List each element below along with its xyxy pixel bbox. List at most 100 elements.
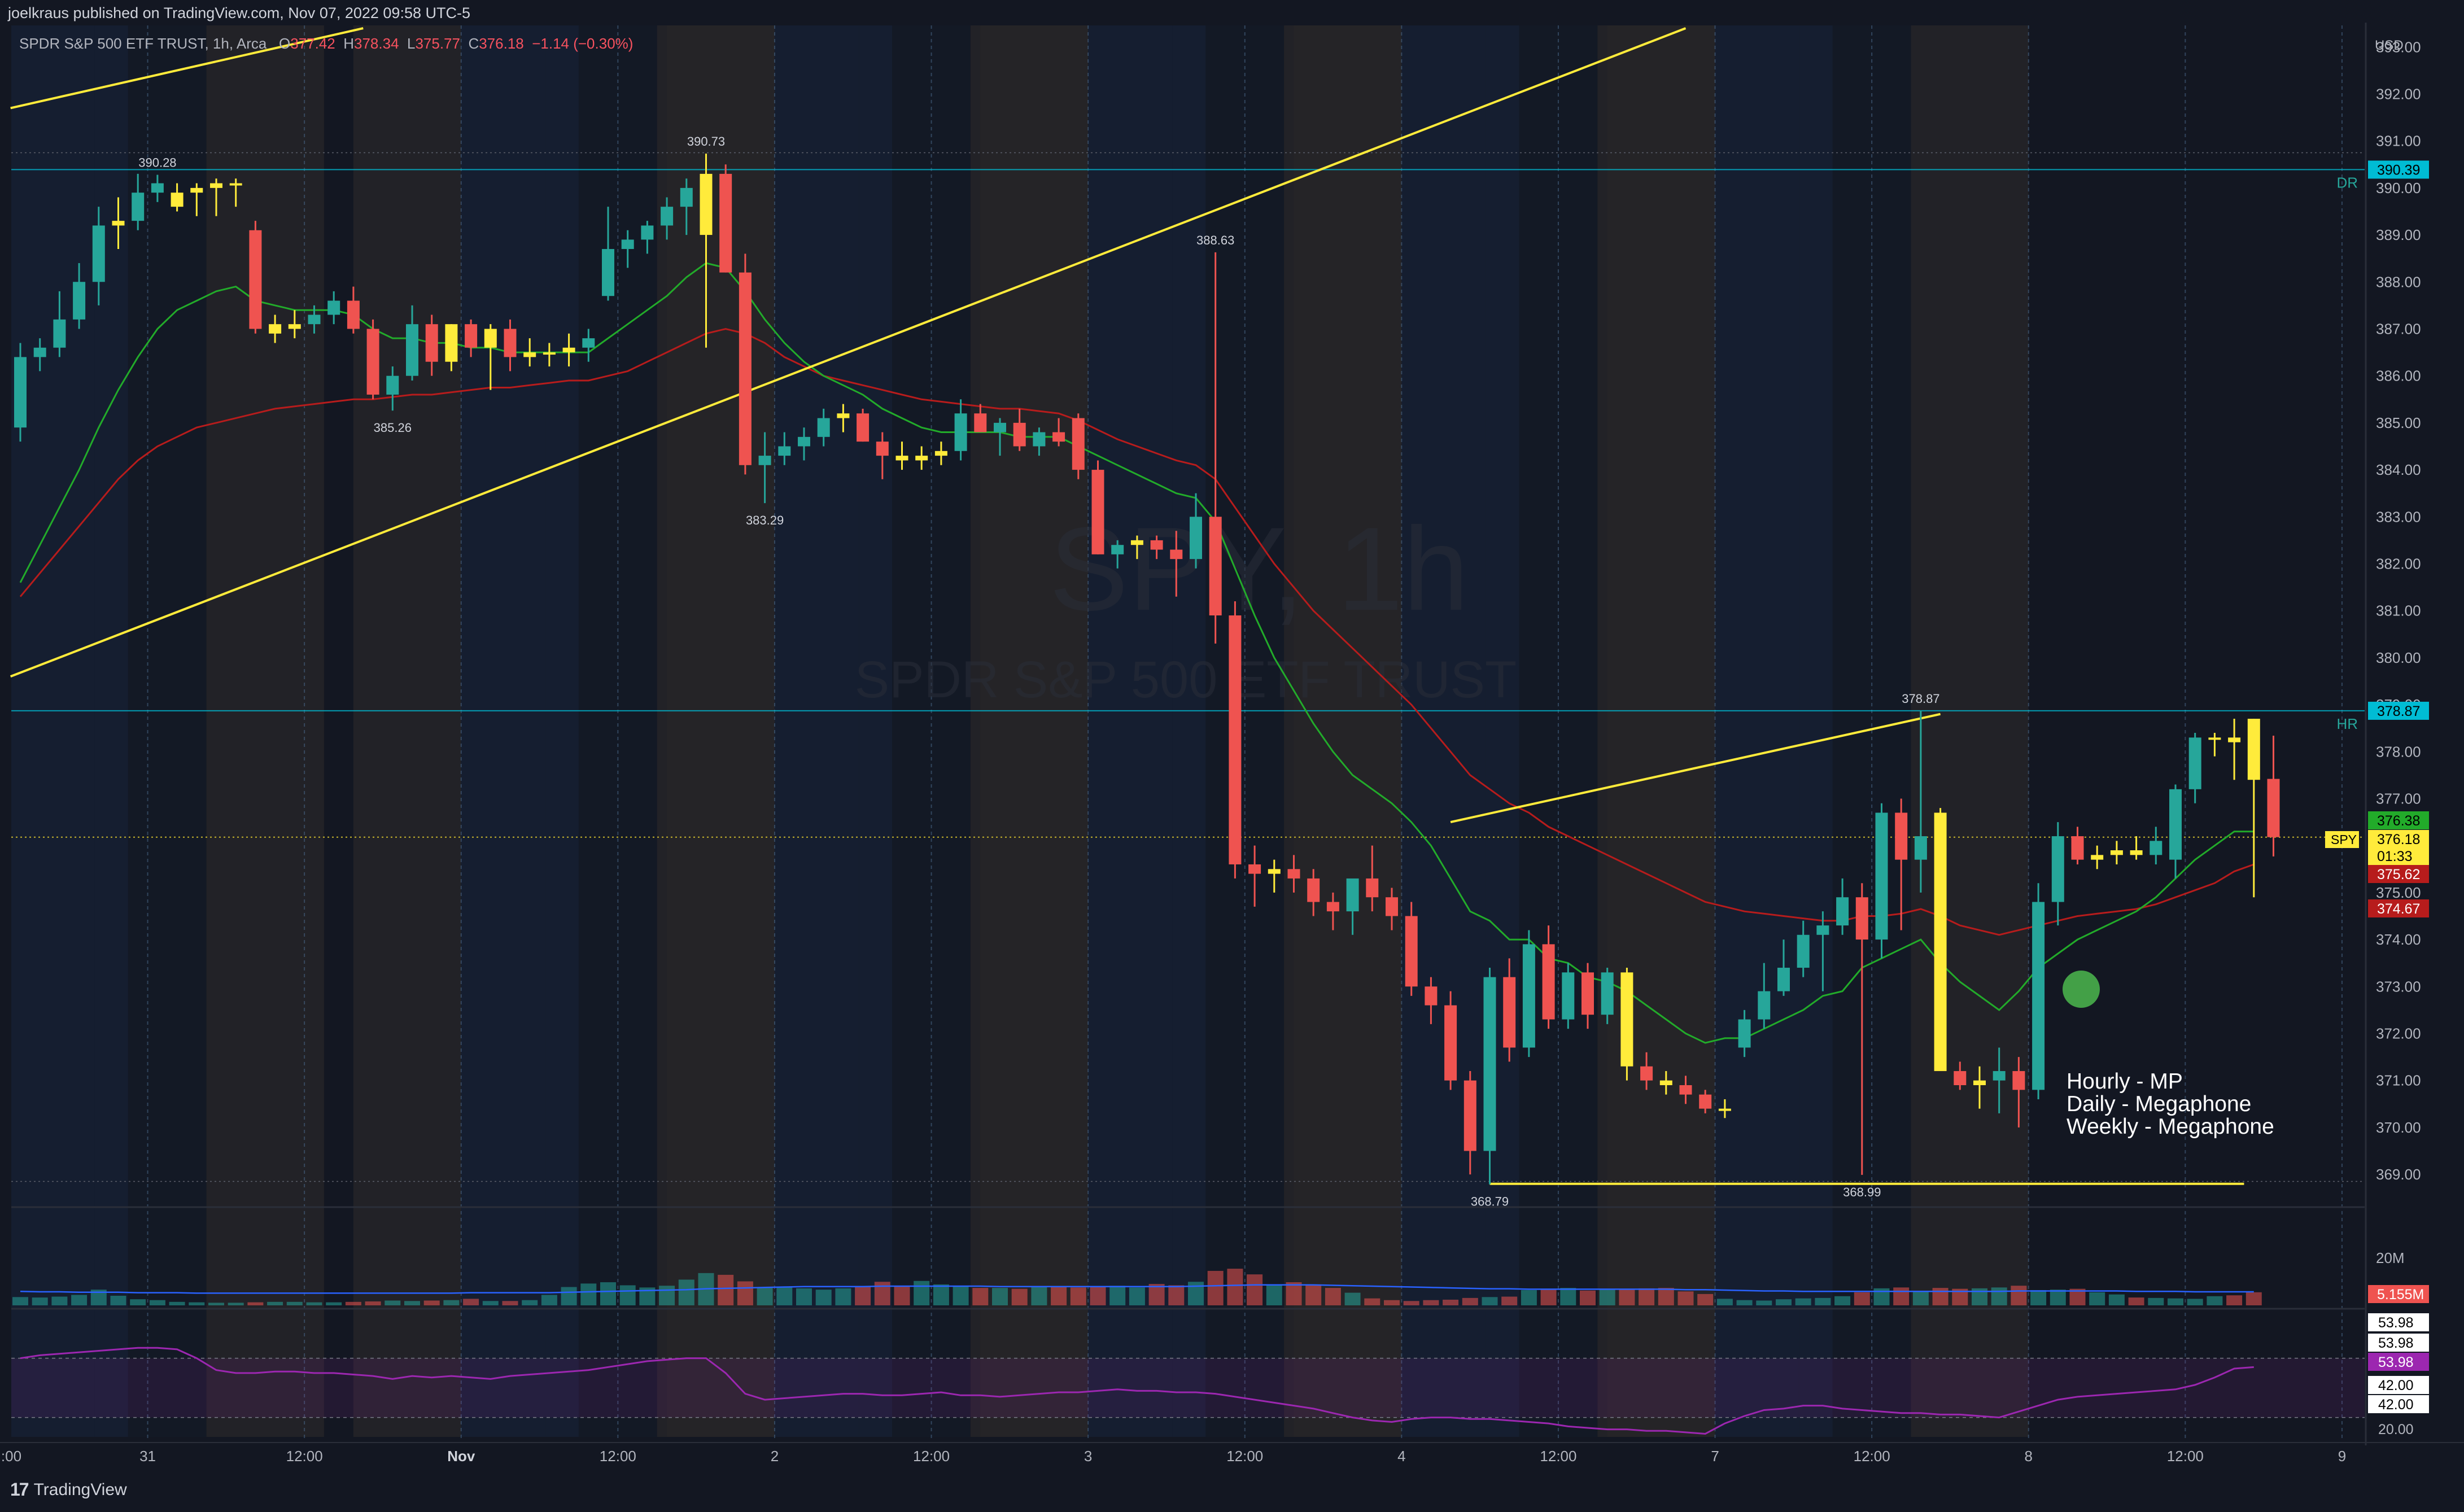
candle-41[interactable] bbox=[817, 408, 830, 447]
volume-bar-71[interactable] bbox=[1403, 1301, 1419, 1305]
volume-bar-86[interactable] bbox=[1697, 1293, 1714, 1305]
volume-bar-31[interactable] bbox=[619, 1285, 636, 1305]
candle-13[interactable] bbox=[269, 314, 282, 343]
volume-bar-63[interactable] bbox=[1247, 1274, 1263, 1305]
volume-bar-97[interactable] bbox=[1912, 1291, 1929, 1305]
trendline-2[interactable] bbox=[1450, 713, 1941, 824]
volume-bar-16[interactable] bbox=[326, 1302, 342, 1305]
volume-bar-28[interactable] bbox=[561, 1287, 577, 1305]
candle-14[interactable] bbox=[288, 310, 301, 339]
candle-58[interactable] bbox=[1150, 535, 1163, 560]
candle-42[interactable] bbox=[837, 404, 850, 432]
candle-29[interactable] bbox=[582, 329, 595, 362]
candle-88[interactable] bbox=[1738, 1010, 1751, 1057]
symbol-legend[interactable]: SPDR S&P 500 ETF TRUST, 1h, Arca O377.42… bbox=[19, 35, 633, 53]
volume-bar-50[interactable] bbox=[992, 1288, 1008, 1305]
candle-15[interactable] bbox=[308, 305, 321, 334]
candle-3[interactable] bbox=[73, 263, 86, 329]
volume-bar-47[interactable] bbox=[933, 1284, 949, 1305]
volume-bar-104[interactable] bbox=[2050, 1290, 2066, 1305]
volume-bar-49[interactable] bbox=[972, 1288, 989, 1305]
candle-100[interactable] bbox=[1973, 1066, 1986, 1109]
candle-48[interactable] bbox=[954, 399, 967, 461]
candle-19[interactable] bbox=[386, 366, 399, 411]
candle-63[interactable] bbox=[1248, 845, 1261, 907]
rsi-badge-4[interactable] bbox=[2368, 1395, 2429, 1413]
volume-bar-98[interactable] bbox=[1932, 1288, 1949, 1305]
volume-bar-44[interactable] bbox=[874, 1282, 890, 1305]
candle-84[interactable] bbox=[1659, 1071, 1672, 1095]
volume-bar-67[interactable] bbox=[1325, 1288, 1341, 1305]
volume-bar-91[interactable] bbox=[1795, 1298, 1811, 1305]
volume-bar-24[interactable] bbox=[482, 1301, 499, 1305]
candle-18[interactable] bbox=[366, 319, 379, 400]
volume-bar-58[interactable] bbox=[1148, 1284, 1165, 1305]
candle-83[interactable] bbox=[1640, 1052, 1653, 1090]
candle-27[interactable] bbox=[543, 343, 556, 367]
volume-bar-65[interactable] bbox=[1286, 1282, 1302, 1305]
volume-bar-45[interactable] bbox=[894, 1286, 910, 1305]
candle-9[interactable] bbox=[190, 183, 203, 216]
volume-bar-22[interactable] bbox=[443, 1300, 460, 1305]
candle-109[interactable] bbox=[2150, 827, 2162, 864]
rsi-badge-2[interactable] bbox=[2368, 1353, 2429, 1371]
candle-43[interactable] bbox=[857, 408, 870, 442]
volume-bar-103[interactable] bbox=[2030, 1290, 2047, 1305]
time-tick-3[interactable]: Nov bbox=[447, 1448, 475, 1465]
symbol-name[interactable]: SPDR S&P 500 ETF TRUST, 1h, Arca bbox=[19, 35, 267, 52]
candle-92[interactable] bbox=[1816, 911, 1829, 991]
volume-bar-57[interactable] bbox=[1129, 1287, 1145, 1305]
candle-82[interactable] bbox=[1620, 968, 1633, 1081]
trendlines[interactable] bbox=[10, 27, 2244, 1185]
candle-101[interactable] bbox=[1993, 1047, 2006, 1113]
candle-35[interactable] bbox=[700, 154, 713, 348]
volume-bar-72[interactable] bbox=[1423, 1300, 1439, 1305]
volume-bar-85[interactable] bbox=[1677, 1291, 1694, 1305]
volume-bar-51[interactable] bbox=[1011, 1288, 1028, 1305]
volume-bar-108[interactable] bbox=[2128, 1297, 2144, 1305]
candle-114[interactable] bbox=[2247, 719, 2260, 898]
candle-6[interactable] bbox=[132, 173, 145, 230]
candle-56[interactable] bbox=[1111, 540, 1124, 569]
volume-bar-84[interactable] bbox=[1658, 1288, 1674, 1305]
volume-bar-40[interactable] bbox=[796, 1288, 812, 1305]
candle-24[interactable] bbox=[484, 324, 497, 390]
candle-91[interactable] bbox=[1797, 920, 1810, 977]
candle-87[interactable] bbox=[1718, 1099, 1731, 1118]
volume-bar-10[interactable] bbox=[208, 1303, 224, 1305]
volume-bar-87[interactable] bbox=[1716, 1299, 1733, 1305]
volume-bar-92[interactable] bbox=[1815, 1297, 1831, 1305]
candle-44[interactable] bbox=[876, 432, 889, 479]
candle-111[interactable] bbox=[2188, 733, 2201, 803]
candle-5[interactable] bbox=[112, 197, 125, 250]
candle-57[interactable] bbox=[1130, 535, 1143, 560]
volume-bar-101[interactable] bbox=[1991, 1287, 2007, 1305]
candle-90[interactable] bbox=[1777, 939, 1790, 996]
time-tick-1[interactable]: 31 bbox=[139, 1448, 156, 1465]
volume-bar-2[interactable] bbox=[51, 1296, 68, 1305]
candle-1[interactable] bbox=[33, 338, 46, 372]
symbol-tag-badge[interactable] bbox=[2325, 831, 2359, 848]
volume-bar-0[interactable] bbox=[12, 1297, 28, 1305]
volume-bar-69[interactable] bbox=[1364, 1298, 1380, 1305]
candle-22[interactable] bbox=[445, 324, 458, 372]
candle-61[interactable] bbox=[1209, 252, 1222, 644]
rsi-badge-1[interactable] bbox=[2368, 1334, 2429, 1352]
volume-bar-46[interactable] bbox=[914, 1281, 930, 1305]
volume-bar-48[interactable] bbox=[953, 1286, 969, 1305]
volume-bar-102[interactable] bbox=[2011, 1286, 2027, 1305]
price-badge-1[interactable] bbox=[2368, 830, 2429, 865]
volume-bar-18[interactable] bbox=[365, 1301, 381, 1305]
candle-65[interactable] bbox=[1287, 855, 1300, 893]
time-tick-14[interactable]: 12:00 bbox=[2167, 1448, 2204, 1465]
candle-77[interactable] bbox=[1522, 930, 1535, 1057]
candle-40[interactable] bbox=[798, 427, 810, 461]
volume-bar-1[interactable] bbox=[32, 1297, 48, 1305]
volume-bar-19[interactable] bbox=[385, 1300, 401, 1306]
time-tick-5[interactable]: 2 bbox=[771, 1448, 779, 1465]
volume-bar-96[interactable] bbox=[1893, 1287, 1910, 1305]
rsi-pane[interactable]: 53.98 53.98 53.98 42.00 42.00 20.00 bbox=[11, 1313, 2429, 1437]
volume-bar-5[interactable] bbox=[110, 1296, 126, 1305]
candle-50[interactable] bbox=[994, 418, 1006, 456]
volume-bar-59[interactable] bbox=[1168, 1285, 1185, 1305]
